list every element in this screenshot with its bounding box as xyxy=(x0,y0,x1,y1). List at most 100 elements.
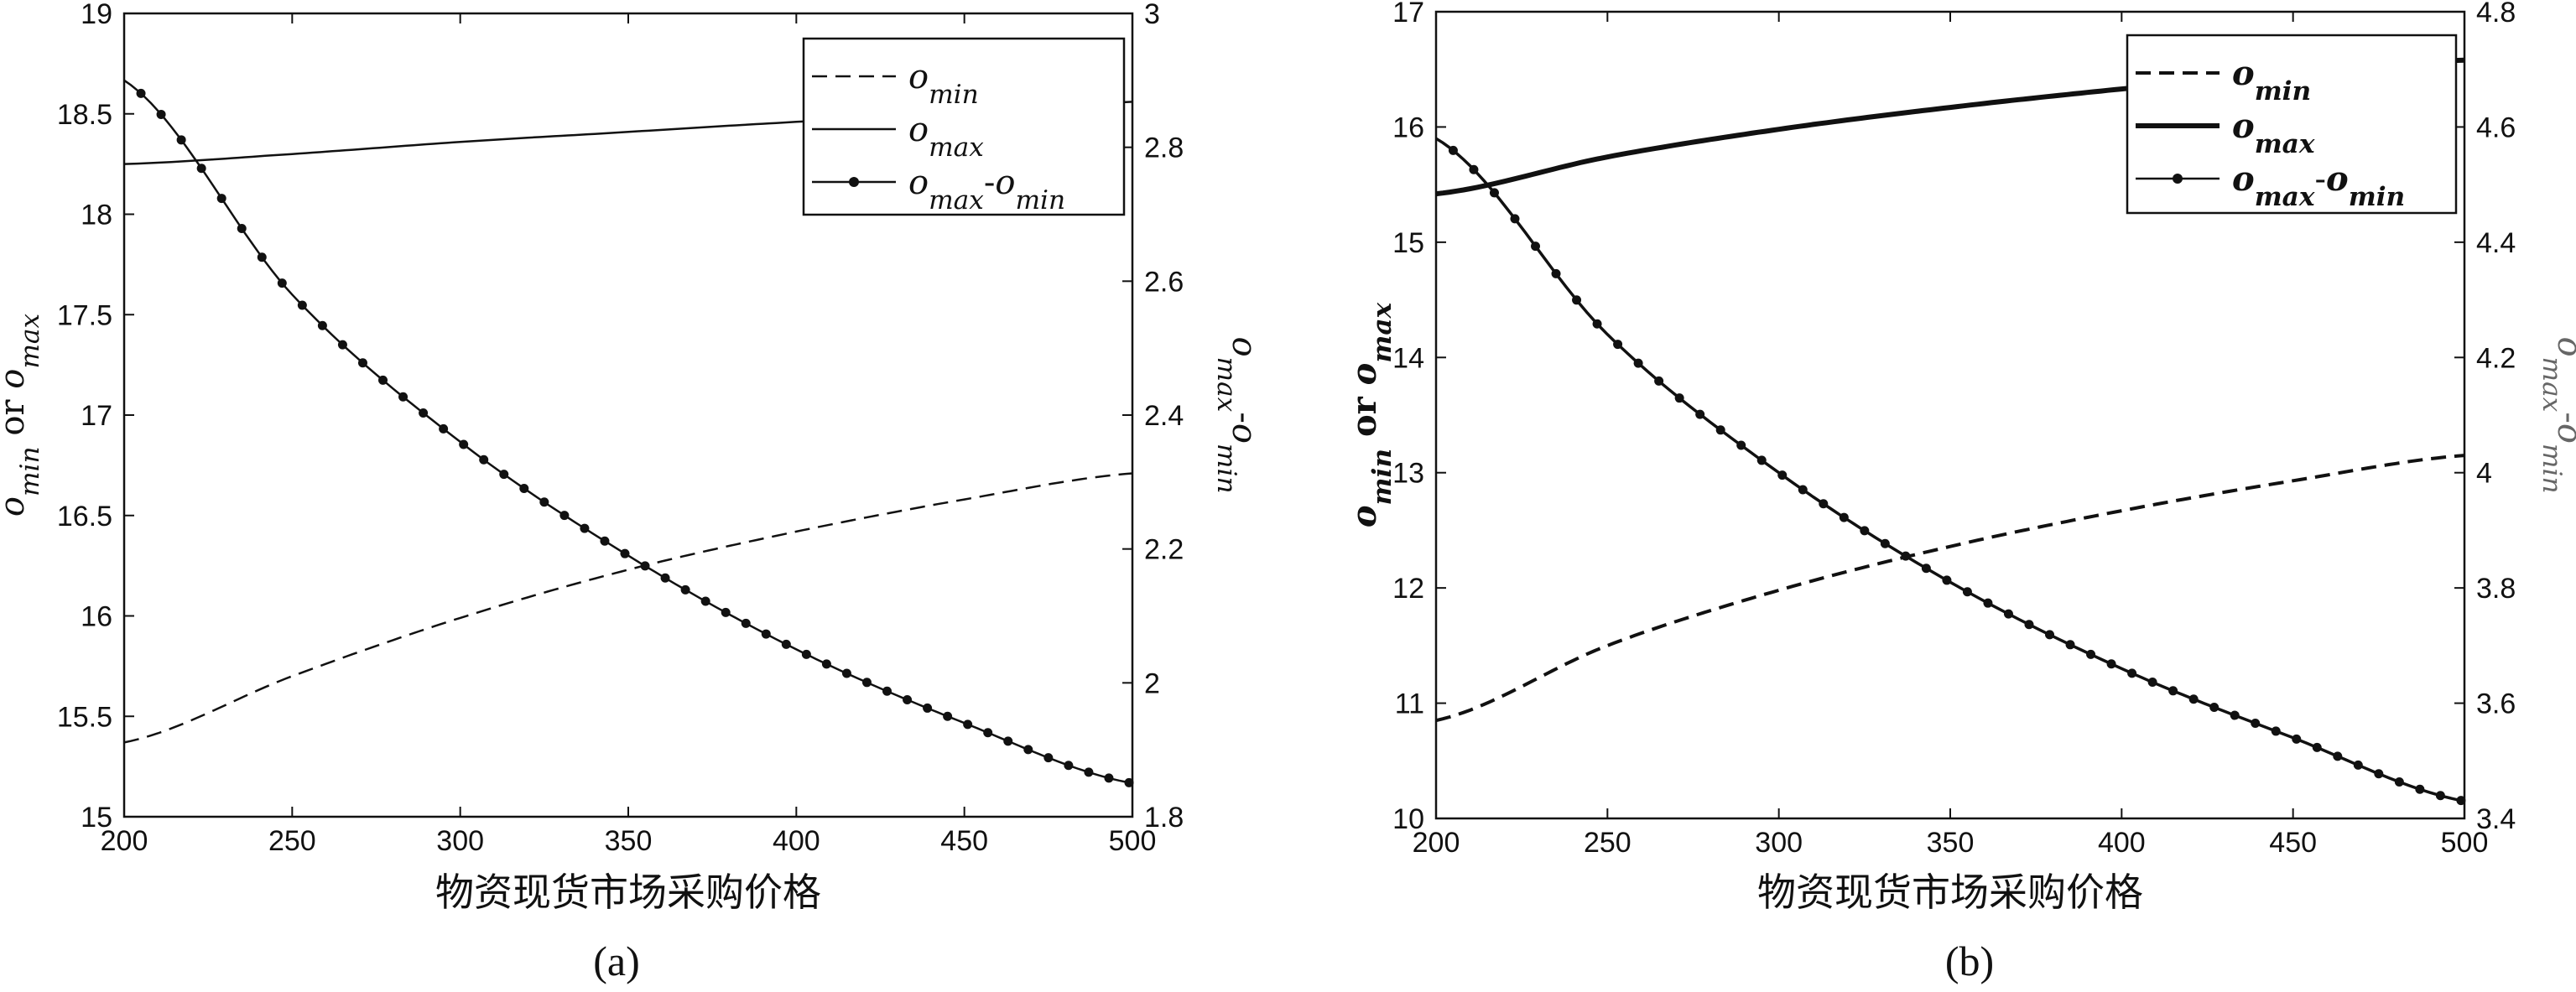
series-marker xyxy=(357,358,367,368)
series-marker xyxy=(2106,659,2116,669)
series-marker xyxy=(2065,640,2075,650)
chart-panel-2: 200 250 300 350 400 450 500 10 11 12 13 14 15 16 17 3.4… xyxy=(1345,0,2576,984)
y-right-tick-label: 4.2 xyxy=(2476,342,2516,374)
series-marker xyxy=(580,523,590,533)
series-marker xyxy=(237,223,247,233)
series-marker xyxy=(861,678,872,688)
series-marker xyxy=(1124,777,1134,787)
y-right-tick-label: 4.6 xyxy=(2476,112,2516,143)
y-right-tick-label: 3.4 xyxy=(2476,803,2516,835)
y-tick-label: 15 xyxy=(1392,227,1424,259)
y-right-tick-label: 2.6 xyxy=(1144,266,1184,298)
y-right-tick-label: 4.8 xyxy=(2476,0,2516,29)
y-tick-label: 17 xyxy=(81,400,112,432)
series-marker xyxy=(1962,587,1972,597)
legend-label: omax xyxy=(908,111,984,163)
series-marker xyxy=(600,536,610,546)
series-marker xyxy=(1104,773,1114,783)
series-marker xyxy=(821,659,831,669)
series-marker xyxy=(700,596,710,606)
panel-caption: (a) xyxy=(593,937,640,984)
series-marker xyxy=(2251,719,2261,729)
series-marker xyxy=(1489,188,1499,198)
series-marker xyxy=(1469,164,1479,174)
x-tick-label: 400 xyxy=(2098,827,2146,859)
series-marker xyxy=(1510,214,1520,224)
series-marker xyxy=(2127,668,2137,678)
y-right-tick-label: 3.8 xyxy=(2476,573,2516,605)
series-marker xyxy=(2435,791,2445,801)
series-marker xyxy=(1448,145,1458,155)
y-tick-label: 10 xyxy=(1392,803,1424,835)
y-right-tick-label: 3.6 xyxy=(2476,688,2516,720)
legend-swatch-marker xyxy=(2173,174,2183,184)
series-marker xyxy=(1839,512,1849,522)
series-marker xyxy=(983,728,993,738)
series-marker xyxy=(216,194,226,204)
series-marker xyxy=(1819,499,1829,509)
y-right-tick-label: 4 xyxy=(2476,458,2492,490)
series-marker xyxy=(1551,268,1561,278)
series-marker xyxy=(943,711,953,721)
series-marker xyxy=(1942,575,1952,585)
series-marker xyxy=(499,470,509,480)
series-marker xyxy=(2353,760,2363,770)
series-marker xyxy=(559,511,570,521)
legend-swatch-marker xyxy=(849,177,859,187)
y-right-tick-label: 2.4 xyxy=(1144,400,1184,432)
series-marker xyxy=(2209,703,2220,713)
y-tick-label: 17 xyxy=(1392,0,1424,29)
series-marker xyxy=(1777,470,1788,480)
series-marker xyxy=(176,135,186,145)
series-marker xyxy=(479,454,489,465)
y-right-tick-label: 2 xyxy=(1144,667,1160,699)
x-tick-label: 250 xyxy=(1584,827,1631,859)
series-marker xyxy=(882,686,892,696)
series-marker xyxy=(156,109,166,119)
y-axis-label: omin or omax xyxy=(1345,302,1397,527)
series-marker xyxy=(317,320,327,330)
y-right-tick-label: 2.2 xyxy=(1144,534,1184,566)
x-tick-label: 300 xyxy=(1755,827,1803,859)
series-marker xyxy=(2147,678,2157,688)
series-marker xyxy=(1901,551,1911,561)
series-marker xyxy=(378,375,388,385)
x-tick-label: 350 xyxy=(605,825,653,857)
y-tick-label: 11 xyxy=(1395,688,1424,720)
y-tick-label: 19 xyxy=(81,0,112,30)
series-marker xyxy=(2394,776,2404,787)
series-line-omax-minus-omin xyxy=(1435,137,2465,803)
y-axis-label: omin or omax xyxy=(0,313,45,517)
series-marker xyxy=(439,423,449,434)
series-marker xyxy=(2168,686,2178,696)
series-marker xyxy=(297,300,307,310)
legend-label: omax-omin xyxy=(908,164,1065,216)
series-marker xyxy=(2188,694,2199,704)
series-marker xyxy=(963,719,973,730)
y-tick-label: 15.5 xyxy=(57,701,112,733)
series-marker xyxy=(1756,455,1767,465)
x-tick-label: 350 xyxy=(1927,827,1975,859)
series-marker xyxy=(2045,630,2055,640)
series-marker xyxy=(2292,734,2302,744)
series-marker xyxy=(1695,409,1705,419)
panel-caption: (b) xyxy=(1945,937,1994,984)
series-marker xyxy=(1674,393,1684,403)
legend-label: omax-omin xyxy=(2232,159,2405,212)
series-marker xyxy=(136,88,146,98)
y-right-tick-label: 3 xyxy=(1144,0,1160,30)
series-marker xyxy=(1043,753,1054,763)
series-line-omin xyxy=(123,472,1133,744)
series-marker xyxy=(680,584,690,595)
series-marker xyxy=(1613,340,1623,350)
series-marker xyxy=(620,548,630,558)
y-tick-label: 16 xyxy=(81,601,112,633)
series-marker xyxy=(1880,538,1890,548)
y-tick-label: 13 xyxy=(1392,458,1424,490)
series-marker xyxy=(539,497,549,507)
series-marker xyxy=(781,639,791,649)
series-marker xyxy=(903,694,913,704)
series-marker xyxy=(257,252,267,262)
x-tick-label: 450 xyxy=(2269,827,2317,859)
series-marker xyxy=(1921,564,1931,574)
